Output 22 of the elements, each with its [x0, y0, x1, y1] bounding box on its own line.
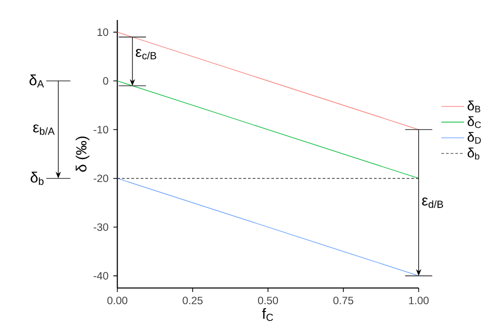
- y-tick-label: -40: [94, 272, 108, 280]
- text: δ$_{A}$: [30, 74, 44, 88]
- text: ε$_{d/B}$: [422, 198, 444, 208]
- y-tick-label: -10: [94, 126, 108, 134]
- x-tick-label: 0.50: [258, 296, 278, 304]
- x-tick-label: 0.75: [333, 296, 354, 304]
- legend-label: δ$_{B}$: [468, 100, 480, 112]
- y-tick-label: 10: [98, 28, 108, 36]
- x-tick-label: 0.25: [182, 296, 203, 304]
- legend-label: δ$_{C}$: [468, 116, 481, 128]
- text: δ$_{b}$: [30, 172, 44, 185]
- y-tick-label: -30: [94, 223, 108, 231]
- y-tick-label: 0: [103, 77, 108, 85]
- y-tick-label: -20: [94, 174, 108, 182]
- x-tick-label: 0.00: [107, 296, 128, 304]
- text: ε$_{b/A}$: [33, 124, 55, 135]
- x-tick-label: 1.00: [409, 296, 429, 304]
- x-axis-title: f$_{C}$: [262, 308, 274, 321]
- y-axis-title: δ (‰): [76, 136, 90, 172]
- legend-label: δ$_{D}$: [468, 132, 481, 144]
- legend-label: δ$_{b}$: [468, 148, 480, 160]
- annotation: ε$_{c/B}$: [136, 48, 156, 60]
